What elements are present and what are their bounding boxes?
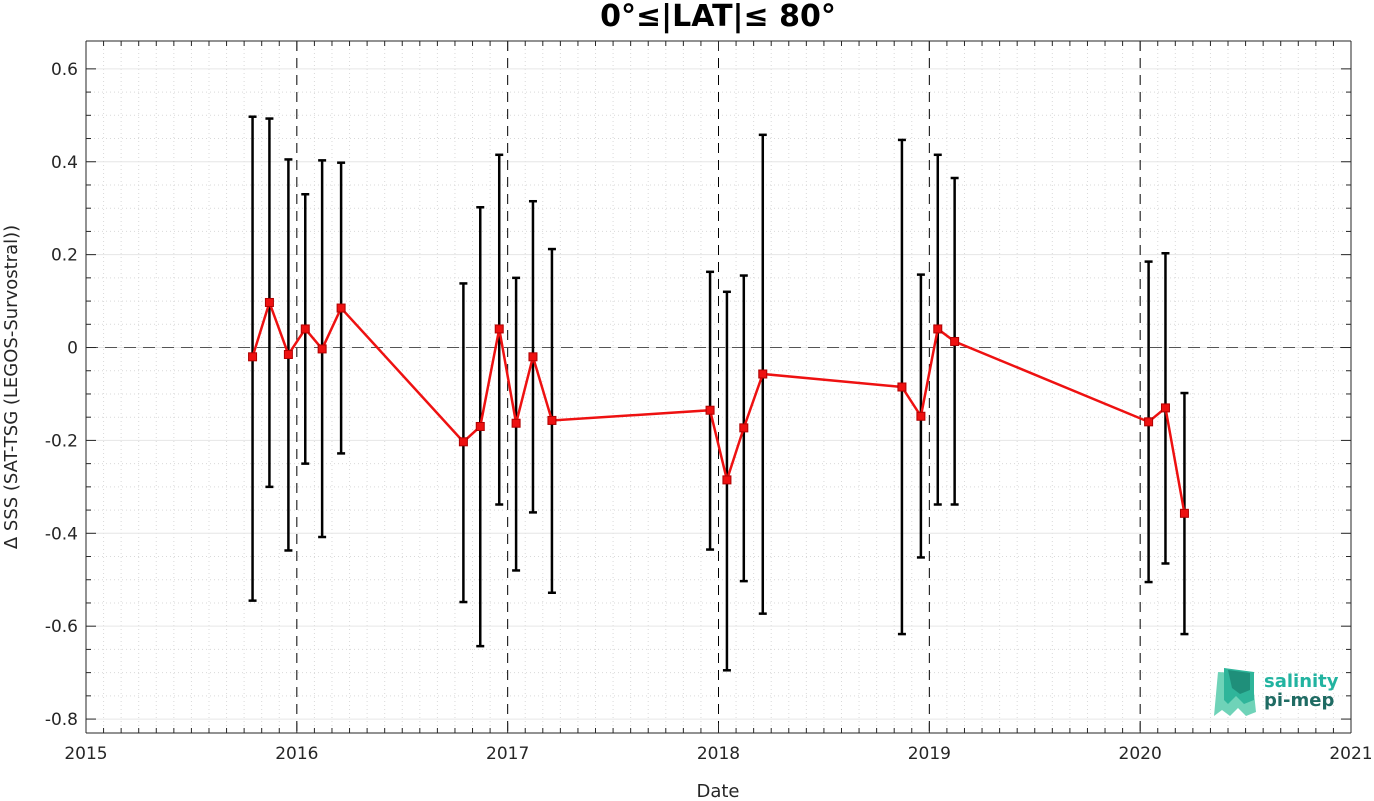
y-tick-label: 0.2 xyxy=(51,246,78,266)
x-tick-label: 2021 xyxy=(1329,744,1372,764)
y-tick-label: 0.6 xyxy=(51,60,78,80)
tick-labels: 0.6 0.4 0.2 0 -0.2 -0.4 -0.6 -0.8 2015 2016 2017 20… xyxy=(45,60,1373,764)
data-point xyxy=(511,418,521,428)
data-point xyxy=(916,411,926,421)
data-point xyxy=(950,336,960,346)
data-point xyxy=(1144,417,1154,427)
y-tick-label: -0.6 xyxy=(45,617,78,637)
data-point xyxy=(494,324,504,334)
x-tick-label: 2017 xyxy=(486,744,529,764)
data-point xyxy=(528,352,538,362)
data-point xyxy=(722,475,732,485)
chart-title: 0°≤|LAT|≤ 80° xyxy=(600,0,836,34)
data-point xyxy=(933,324,943,334)
logo-line2: pi-mep xyxy=(1264,690,1334,711)
data-point xyxy=(1160,403,1170,413)
x-tick-label: 2019 xyxy=(908,744,951,764)
y-tick-label: 0 xyxy=(67,339,78,359)
data-point xyxy=(458,437,468,447)
x-tick-label: 2020 xyxy=(1119,744,1162,764)
data-point xyxy=(300,324,310,334)
y-tick-label: -0.4 xyxy=(45,524,78,544)
data-point xyxy=(283,349,293,359)
data-point xyxy=(739,423,749,433)
y-tick-label: -0.2 xyxy=(45,431,78,451)
data-point xyxy=(547,415,557,425)
data-point xyxy=(758,369,768,379)
x-tick-label: 2018 xyxy=(697,744,740,764)
data-point xyxy=(705,405,715,415)
data-series xyxy=(248,297,1189,518)
x-tick-label: 2015 xyxy=(64,744,107,764)
salinity-logo-icon xyxy=(1214,668,1256,716)
data-point xyxy=(897,382,907,392)
axes xyxy=(85,40,1352,734)
data-point xyxy=(1179,508,1189,518)
y-axis-label: Δ SSS (SAT-TSG (LEGOS-Survostral)) xyxy=(1,225,22,549)
x-tick-label: 2016 xyxy=(275,744,318,764)
data-point xyxy=(475,421,485,431)
y-tick-label: -0.8 xyxy=(45,710,78,730)
y-tick-label: 0.4 xyxy=(51,153,78,173)
grid xyxy=(86,41,1351,733)
data-point xyxy=(317,344,327,354)
data-point xyxy=(264,297,274,307)
data-point xyxy=(336,303,346,313)
logo-line1: salinity xyxy=(1264,671,1339,692)
data-point xyxy=(248,352,258,362)
salinity-pi-mep-logo: salinity pi-mep xyxy=(1214,668,1339,716)
x-axis-label: Date xyxy=(696,781,739,801)
